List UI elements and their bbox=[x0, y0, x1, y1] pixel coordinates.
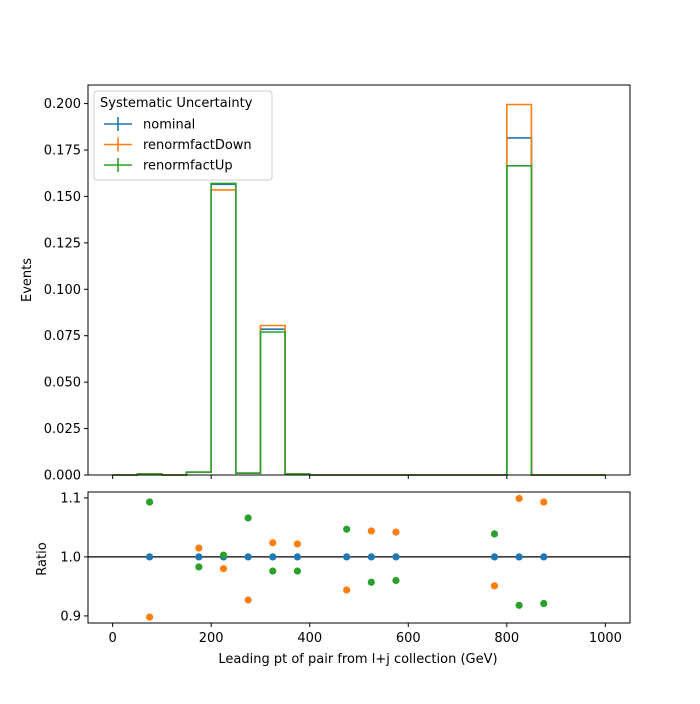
ratio-point-nominal bbox=[367, 553, 375, 561]
main-y-tick-label: 0.075 bbox=[44, 329, 81, 344]
ratio-x-tick-label: 400 bbox=[297, 631, 322, 646]
legend-label-renormfactUp: renormfactUp bbox=[143, 159, 233, 174]
ratio-x-ticks: 0 200 400 600 800 1000 bbox=[108, 623, 622, 646]
ratio-y-tick-label: 0.9 bbox=[60, 609, 81, 624]
ratio-point-nominal bbox=[515, 553, 523, 561]
legend-label-renormfactDown: renormfactDown bbox=[143, 138, 252, 153]
ratio-point-nominal bbox=[145, 553, 154, 561]
main-y-ticks: 0.000 0.025 0.050 0.075 0.100 0.125 0.150 0.175… bbox=[44, 97, 88, 484]
ratio-x-tick-label: 0 bbox=[108, 631, 116, 646]
main-y-tick-label: 0.050 bbox=[44, 376, 81, 391]
ratio-x-tick-label: 200 bbox=[199, 631, 224, 646]
ratio-point-renormfactUp bbox=[343, 525, 351, 533]
ratio-point-renormfactUp bbox=[219, 551, 228, 559]
ratio-point-renormfactDown bbox=[195, 544, 203, 552]
main-y-tick-label: 0.200 bbox=[44, 97, 81, 112]
ratio-point-renormfactUp bbox=[367, 578, 375, 586]
ratio-point-renormfactDown bbox=[367, 527, 375, 535]
main-x-ticks bbox=[112, 475, 606, 479]
ratio-x-tick-label: 1000 bbox=[589, 631, 622, 646]
ratio-point-nominal bbox=[244, 553, 252, 561]
ratio-point-nominal bbox=[293, 553, 302, 561]
legend-title: Systematic Uncertainty bbox=[100, 96, 253, 111]
ratio-point-renormfactDown bbox=[540, 498, 548, 506]
ratio-point-renormfactUp bbox=[392, 576, 400, 585]
ratio-y-tick-label: 1.0 bbox=[60, 550, 81, 565]
ratio-y-tick-label: 1.1 bbox=[60, 491, 81, 506]
ratio-point-nominal bbox=[490, 553, 499, 561]
ratio-point-nominal bbox=[392, 553, 400, 561]
legend-box bbox=[93, 90, 273, 181]
ratio-points bbox=[145, 494, 548, 621]
ratio-point-renormfactDown bbox=[343, 586, 351, 594]
legend-entries: nominal renormfactDown renormfactUp bbox=[104, 117, 252, 174]
x-axis-label: Leading pt of pair from l+j collection (… bbox=[218, 652, 497, 667]
ratio-point-renormfactDown bbox=[490, 582, 499, 590]
ratio-point-nominal bbox=[540, 553, 548, 561]
ratio-x-tick-label: 600 bbox=[396, 631, 421, 646]
ratio-panel: 0 200 400 600 800 1000 0.9 1.0 1.1 Ratio Leadin… bbox=[35, 491, 631, 667]
ratio-point-renormfactDown bbox=[145, 613, 154, 621]
legend-label-nominal: nominal bbox=[143, 118, 195, 133]
ratio-point-renormfactUp bbox=[244, 514, 252, 522]
main-y-axis-label: Events bbox=[20, 258, 35, 302]
main-panel: 0.000 0.025 0.050 0.075 0.100 0.125 0.150 0.175… bbox=[20, 84, 631, 484]
ratio-point-nominal bbox=[343, 553, 351, 561]
ratio-point-renormfactDown bbox=[219, 565, 228, 573]
ratio-point-renormfactUp bbox=[269, 567, 277, 575]
ratio-point-renormfactDown bbox=[244, 596, 252, 604]
ratio-point-nominal bbox=[195, 553, 203, 561]
main-y-tick-label: 0.000 bbox=[44, 469, 81, 484]
ratio-y-ticks: 0.9 1.0 1.1 bbox=[60, 491, 88, 624]
ratio-point-renormfactUp bbox=[145, 498, 154, 506]
ratio-axes-frame bbox=[87, 491, 631, 624]
main-y-tick-label: 0.175 bbox=[44, 144, 81, 159]
main-y-tick-label: 0.150 bbox=[44, 190, 81, 205]
main-y-tick-label: 0.125 bbox=[44, 236, 81, 251]
main-y-tick-label: 0.025 bbox=[44, 422, 81, 437]
ratio-point-renormfactDown bbox=[269, 539, 277, 547]
ratio-point-renormfactUp bbox=[540, 599, 548, 608]
ratio-y-axis-label: Ratio bbox=[35, 542, 50, 575]
ratio-point-renormfactDown bbox=[293, 540, 302, 548]
ratio-point-renormfactUp bbox=[195, 563, 203, 571]
legend: Systematic Uncertainty nominal renormfact… bbox=[93, 90, 273, 181]
ratio-point-renormfactUp bbox=[490, 530, 499, 538]
main-y-tick-label: 0.100 bbox=[44, 283, 81, 298]
ratio-point-nominal bbox=[269, 553, 277, 561]
ratio-x-tick-label: 800 bbox=[494, 631, 519, 646]
ratio-point-renormfactDown bbox=[515, 494, 523, 503]
main-axes-frame bbox=[87, 84, 631, 476]
ratio-point-renormfactUp bbox=[293, 567, 302, 575]
ratio-point-renormfactDown bbox=[392, 528, 400, 536]
ratio-point-renormfactUp bbox=[515, 601, 523, 609]
